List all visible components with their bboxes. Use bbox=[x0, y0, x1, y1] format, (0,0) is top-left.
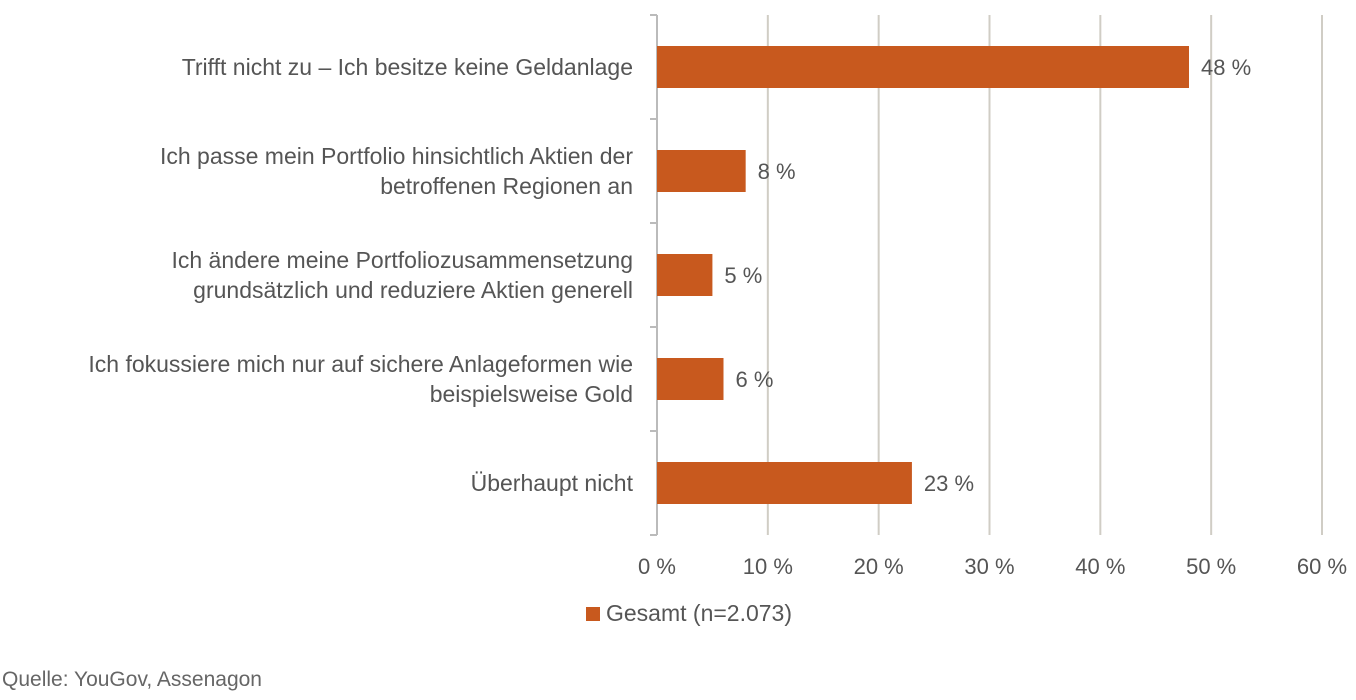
bar bbox=[657, 46, 1189, 88]
x-tick-label: 0 % bbox=[638, 554, 676, 579]
value-label: 23 % bbox=[924, 471, 974, 496]
gridlines bbox=[766, 15, 1323, 535]
bar bbox=[657, 254, 713, 296]
x-tick-label: 50 % bbox=[1186, 554, 1236, 579]
category-label: Ich fokussiere mich nur auf sichere Anla… bbox=[88, 351, 633, 377]
x-tick-labels: 0 % 10 % 20 % 30 % 40 % 50 % 60 % bbox=[638, 554, 1347, 579]
bar bbox=[657, 358, 724, 400]
category-label: Ich passe mein Portfolio hinsichtlich Ak… bbox=[160, 143, 633, 169]
x-tick-label: 60 % bbox=[1297, 554, 1347, 579]
category-label: beispielsweise Gold bbox=[430, 381, 633, 407]
value-label: 6 % bbox=[736, 367, 774, 392]
value-labels: 48 % 8 % 5 % 6 % 23 % bbox=[724, 55, 1251, 496]
category-label: grundsätzlich und reduziere Aktien gener… bbox=[193, 277, 633, 303]
legend-label: Gesamt (n=2.073) bbox=[606, 600, 793, 626]
bar bbox=[657, 462, 912, 504]
category-label: Ich ändere meine Portfoliozusammensetzun… bbox=[171, 247, 633, 273]
bar bbox=[657, 150, 746, 192]
category-axis bbox=[650, 14, 658, 536]
category-label: Überhaupt nicht bbox=[471, 470, 634, 496]
value-label: 5 % bbox=[724, 263, 762, 288]
x-tick-label: 30 % bbox=[964, 554, 1014, 579]
legend: Gesamt (n=2.073) bbox=[586, 600, 792, 627]
x-tick-label: 10 % bbox=[743, 554, 793, 579]
bar-series bbox=[657, 46, 1189, 504]
legend-swatch bbox=[586, 606, 600, 621]
value-label: 8 % bbox=[758, 159, 796, 184]
x-tick-label: 20 % bbox=[854, 554, 904, 579]
value-label: 48 % bbox=[1201, 55, 1251, 80]
category-label: Trifft nicht zu – Ich besitze keine Geld… bbox=[182, 54, 633, 80]
category-label: betroffenen Regionen an bbox=[380, 173, 633, 199]
x-tick-label: 40 % bbox=[1075, 554, 1125, 579]
category-labels: Trifft nicht zu – Ich besitze keine Geld… bbox=[88, 54, 633, 496]
source-note: Quelle: YouGov, Assenagon bbox=[2, 668, 262, 691]
